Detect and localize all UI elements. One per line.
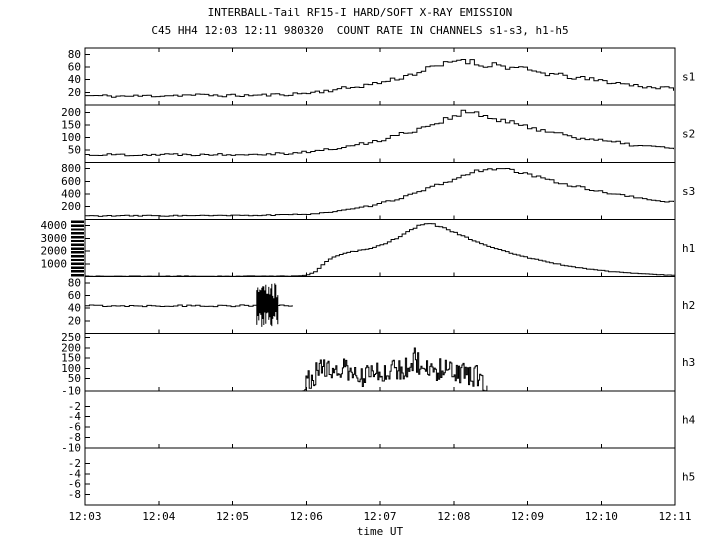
chart-subtitle: C45 HH4 12:03 12:11 980320 COUNT RATE IN… [151,24,569,37]
xtick-label: 12:09 [511,510,544,523]
ytick-label-s1: 80 [68,48,81,61]
panel-border-h5 [84,447,676,506]
ytick-label-s2: 100 [61,131,81,144]
xtick-label: 12:03 [68,510,101,523]
panel-label-s3: s3 [682,185,695,198]
xtick-label: 12:08 [437,510,470,523]
ytick-label-s1: 40 [68,73,81,86]
chart-title: INTERBALL-Tail RF15-I HARD/SOFT X-RAY EM… [207,6,513,19]
ytick-label-h1: 4000 [41,219,68,232]
ytick-label-s3: 400 [61,188,81,201]
panel-label-s2: s2 [682,128,695,141]
ytick-label-h2: 60 [68,289,81,302]
panel-border-s1 [84,47,676,106]
xtick-label: 12:05 [216,510,249,523]
ytick-label-h1: 3000 [41,232,68,245]
panel-label-h4: h4 [682,413,696,426]
ytick-label-s2: 50 [68,143,81,156]
ytick-label-h3: 150 [61,352,81,365]
xtick-label: 12:10 [585,510,618,523]
xtick-label: 12:11 [658,510,691,523]
x-axis-label: time UT [357,525,404,538]
trace-s1 [85,59,674,98]
trace-s2 [85,109,674,157]
ytick-label-h4: -4 [68,410,82,423]
ytick-label-h5: -4 [68,467,82,480]
ytick-label-s1: 20 [68,86,81,99]
ytick-label-s2: 200 [61,106,81,119]
ytick-label-s2: 150 [61,119,81,132]
ytick-label-h5: -8 [68,488,81,501]
ytick-label-s3: 200 [61,200,81,213]
ytick-label-h4: -10 [61,441,81,454]
ytick-label-s3: 600 [61,175,81,188]
ytick-label-h5: -6 [68,478,81,491]
ytick-label-s3: 800 [61,162,81,175]
panel-border-h3 [84,333,676,392]
panel-label-h5: h5 [682,470,695,483]
panel-label-h2: h2 [682,299,695,312]
ytick-label-h3: 250 [61,331,81,344]
panel-border-s3 [84,161,676,220]
panel-label-s1: s1 [682,71,695,84]
ytick-label-h3: 100 [61,362,81,375]
ytick-label-h4: -8 [68,431,81,444]
trace-h3 [302,347,488,392]
ytick-label-h1: 1000 [41,257,68,270]
xtick-label: 12:06 [290,510,323,523]
burst-h2-0 [256,283,279,327]
ytick-label-h1: 2000 [41,245,68,258]
ytick-label-s1: 60 [68,61,81,74]
panel-border-h2 [84,276,676,335]
ytick-label-h2: 40 [68,302,81,315]
trace-s3 [85,168,674,217]
ytick-label-h5: -2 [68,457,81,470]
xtick-label: 12:04 [142,510,175,523]
xtick-label: 12:07 [363,510,396,523]
ytick-label-h3: -10 [61,384,81,397]
ytick-label-h4: -2 [68,400,81,413]
ytick-label-h2: 80 [68,276,81,289]
panel-label-h1: h1 [682,242,695,255]
trace-h1 [85,223,676,277]
ytick-label-h2: 20 [68,314,81,327]
ytick-label-h3: 200 [61,341,81,354]
ytick-label-h3: 50 [68,372,81,385]
panel-border-h4 [84,390,676,449]
panel-label-h3: h3 [682,356,695,369]
ytick-label-h4: -6 [68,421,81,434]
